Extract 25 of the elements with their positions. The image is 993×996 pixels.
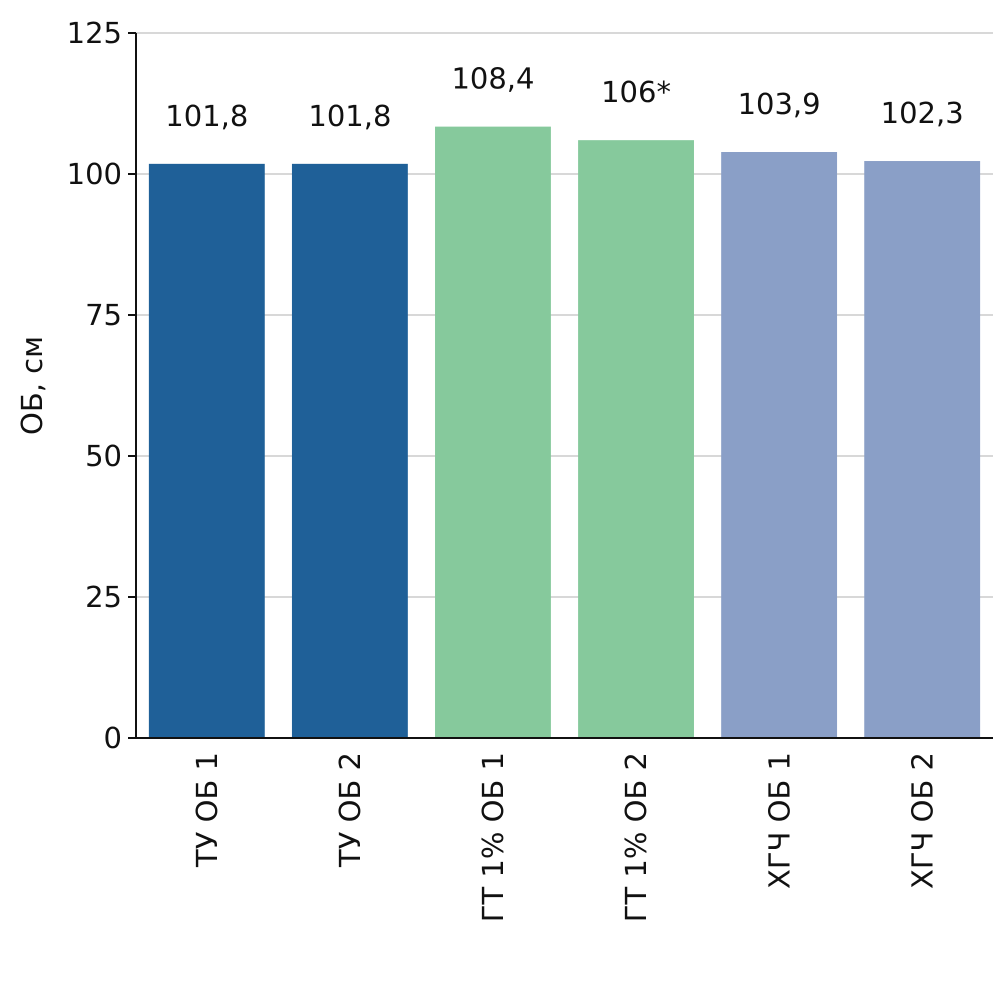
y-tick-label: 100 — [66, 157, 122, 192]
y-tick-label: 50 — [85, 439, 122, 474]
data-label: 101,8 — [308, 98, 392, 133]
bar — [864, 161, 980, 738]
data-label: 106* — [601, 75, 671, 110]
bar — [292, 164, 408, 738]
x-tick-label: ГТ 1% ОБ 2 — [619, 752, 654, 922]
bar — [435, 126, 551, 738]
data-label: 103,9 — [738, 87, 821, 122]
data-label: 108,4 — [451, 62, 534, 96]
bar — [721, 152, 838, 738]
y-tick-label: 0 — [104, 721, 122, 756]
data-label: 101,8 — [165, 98, 248, 133]
y-tick-label: 125 — [66, 16, 122, 50]
x-tick-label: ТУ ОБ 2 — [333, 752, 368, 868]
y-tick-label: 75 — [85, 298, 122, 332]
y-tick-label: 25 — [85, 580, 122, 614]
x-tick-label: ХГЧ ОБ 1 — [762, 752, 796, 890]
y-axis-title: ОБ, см — [15, 336, 49, 435]
x-tick-label: ГТ 1% ОБ 1 — [476, 752, 510, 922]
x-tick-label: ХГЧ ОБ 2 — [905, 752, 940, 890]
data-label: 102,3 — [880, 96, 964, 130]
bar — [578, 140, 694, 738]
bar — [148, 164, 265, 738]
x-tick-label: ТУ ОБ 1 — [190, 752, 224, 868]
